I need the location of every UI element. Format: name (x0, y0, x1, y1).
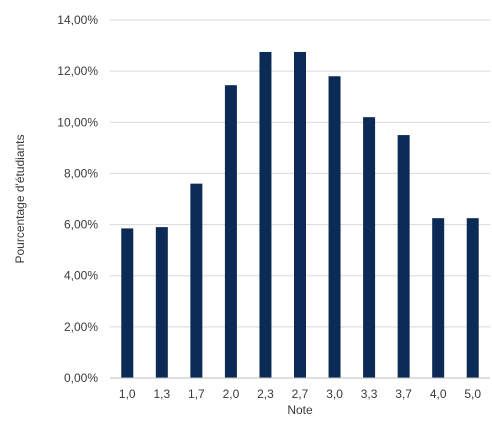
y-tick-label: 0,00% (64, 371, 98, 385)
x-tick-label: 1,3 (153, 387, 170, 401)
x-tick-label: 1,7 (188, 387, 205, 401)
bar (328, 76, 341, 378)
x-tick-label: 1,0 (119, 387, 136, 401)
x-tick-label: 5,0 (464, 387, 481, 401)
x-tick-label: 2,7 (292, 387, 309, 401)
bar (397, 135, 410, 378)
y-tick-label: 12,00% (57, 64, 98, 78)
y-tick-label: 6,00% (64, 218, 98, 232)
y-tick-label: 2,00% (64, 320, 98, 334)
y-axis-ticks: 0,00% 2,00% 4,00% 6,00% 8,00% 10,00% 12,00% 14,… (57, 13, 98, 385)
bar (294, 51, 306, 378)
y-tick-label: 10,00% (57, 115, 98, 129)
x-tick-label: 3,0 (326, 387, 343, 401)
y-tick-label: 14,00% (57, 13, 98, 27)
bar (224, 85, 237, 378)
bar (121, 228, 134, 378)
x-axis-title: Note (287, 403, 313, 417)
x-axis-ticks: 1,0 1,3 1,7 2,0 2,3 2,7 3,0 3,3 3,7 4,0 5,0 (119, 387, 481, 401)
bar (466, 218, 479, 378)
x-tick-label: 2,0 (223, 387, 240, 401)
x-tick-label: 3,7 (395, 387, 412, 401)
bar (363, 117, 376, 379)
y-tick-label: 4,00% (64, 269, 98, 283)
x-tick-label: 4,0 (430, 387, 447, 401)
y-tick-label: 8,00% (64, 166, 98, 180)
bar (259, 51, 272, 378)
x-tick-label: 3,3 (361, 387, 378, 401)
y-axis-title: Pourcentage d'étudiants (13, 134, 27, 263)
x-tick-label: 2,3 (257, 387, 274, 401)
bar (155, 227, 168, 378)
bar (432, 218, 445, 378)
bar (190, 183, 203, 378)
bars (121, 51, 479, 379)
